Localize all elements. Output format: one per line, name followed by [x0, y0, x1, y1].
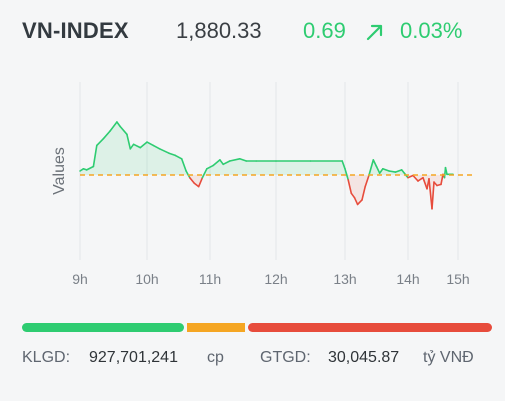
series-segment [412, 174, 419, 182]
series-segment [197, 176, 204, 188]
gtgd-value: 30,045.87 [328, 349, 400, 366]
index-change: 0.69 [303, 18, 346, 43]
gtgd-label: GTGD: [260, 349, 311, 366]
series-segment [168, 152, 177, 157]
series-segment [212, 159, 221, 167]
series-segment [372, 159, 378, 168]
advancing-segment [22, 323, 184, 332]
series-segment [350, 192, 356, 199]
gtgd-unit: tỷ VNĐ [423, 349, 474, 366]
series-segment [102, 130, 111, 140]
series-segment [444, 166, 448, 176]
series-segment [238, 158, 248, 162]
klgd-value: 927,701,241 [89, 349, 178, 366]
series-segment [222, 160, 231, 166]
x-tick-label: 14h [396, 271, 419, 287]
area-fill-down [80, 175, 453, 209]
series-segment [129, 143, 135, 150]
unchanged-segment [186, 323, 245, 332]
x-tick-label: 10h [135, 271, 158, 287]
x-tick-label: 12h [264, 271, 287, 287]
series-segment [119, 125, 128, 136]
index-value: 1,880.33 [176, 18, 262, 43]
series-segment [361, 185, 367, 201]
series-segment [440, 173, 444, 186]
series-segment [158, 148, 170, 154]
x-tick-label: 11h [199, 271, 221, 287]
x-tick-label: 15h [446, 271, 469, 287]
x-tick-label: 9h [72, 271, 88, 287]
series-segment [229, 158, 241, 162]
series-segment [96, 137, 105, 147]
series-segment [201, 168, 208, 179]
series-segment [388, 170, 397, 173]
index-name: VN-INDEX [22, 18, 129, 43]
intraday-chart: 9h 10h 11h 12h 13h 14h 15h Values [51, 82, 472, 287]
series-segment [407, 174, 414, 179]
series-segment [353, 196, 359, 206]
index-header: VN-INDEX 1,880.33 0.69 0.03% [22, 18, 492, 50]
series-segment [139, 141, 148, 149]
series-segment [180, 158, 187, 172]
area-fill-up [80, 122, 453, 176]
series-segment [109, 121, 118, 132]
series-segment [431, 181, 435, 210]
series-segment [219, 159, 224, 166]
series-segment [206, 164, 215, 170]
series-segment [364, 174, 370, 188]
series-segment [341, 160, 346, 170]
series-segment [356, 199, 363, 206]
series-segment [378, 168, 384, 174]
x-tick-label: 13h [333, 271, 356, 287]
series-segment [381, 168, 390, 172]
trading-stats: KLGD: 927,701,241 cp GTGD: 30,045.87 tỷ … [22, 349, 492, 373]
series-segment [132, 143, 142, 149]
series-segment [422, 176, 428, 190]
series-segment [116, 121, 121, 128]
klgd-label: KLGD: [22, 349, 71, 366]
series-segment [400, 169, 409, 179]
series-segment [126, 133, 132, 150]
arrow-up-right-icon [366, 24, 383, 41]
series-segment [344, 168, 350, 181]
series-segment [347, 179, 353, 195]
series-segment [185, 170, 191, 179]
series-segment [417, 176, 424, 182]
klgd-unit: cp [207, 349, 224, 366]
series-segment [189, 176, 196, 184]
declining-segment [247, 323, 492, 332]
series-segment [368, 159, 375, 177]
market-breadth-bar [22, 323, 492, 332]
series-segment [92, 144, 98, 168]
y-axis-label: Values [51, 147, 68, 195]
series-segment [174, 154, 183, 160]
series-segment [394, 169, 403, 173]
series-segment [193, 182, 200, 188]
series-segment [85, 165, 95, 171]
series-segment [146, 141, 155, 147]
series-segment [375, 165, 381, 174]
series-segment [428, 178, 433, 210]
index-change-percent: 0.03% [400, 18, 463, 43]
series-segment [152, 144, 161, 150]
